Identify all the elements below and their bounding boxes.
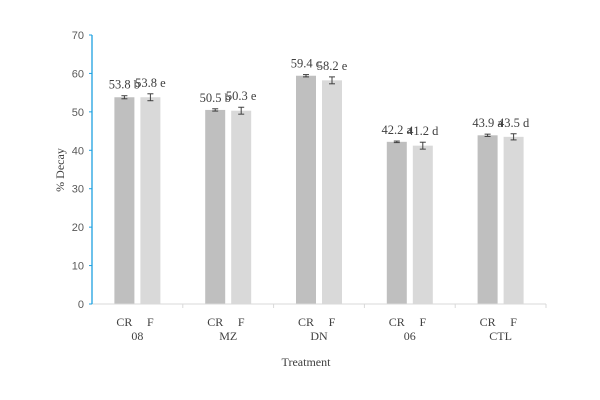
bars-layer: 53.8 b53.8 e 50.5 b50.3 e 59.4 c58.2 e 42.2… <box>109 57 530 305</box>
x-subcategory-label: F <box>147 315 154 329</box>
y-tick-label: 0 <box>78 299 84 311</box>
x-subcategory-label: F <box>238 315 245 329</box>
data-label: 43.5 d <box>498 116 530 130</box>
data-label: 59.4 c <box>291 57 322 71</box>
bar-f-ctl <box>503 136 524 304</box>
y-ticks: 0 10 20 30 40 50 60 70 <box>72 30 92 311</box>
data-label: 53.8 e <box>135 76 166 90</box>
x-axis-label: Treatment <box>282 355 332 369</box>
x-subcategory-label: CR <box>298 315 314 329</box>
y-tick-label: 40 <box>72 145 84 157</box>
x-subcategory-label: CR <box>116 315 132 329</box>
data-label: 50.5 b <box>200 91 231 105</box>
bar-cr-08 <box>114 97 135 304</box>
bar-cr-ctl <box>477 135 498 304</box>
data-label: 58.2 e <box>317 59 348 73</box>
x-category-label: 08 <box>131 329 143 343</box>
x-subcategory-label: F <box>510 315 517 329</box>
bar-f-dn <box>322 80 342 305</box>
x-category-label: CTL <box>489 329 512 343</box>
bar-cr-mz <box>205 109 226 304</box>
x-category-label: 06 <box>404 329 416 343</box>
data-label: 50.3 e <box>226 89 257 103</box>
bar-f-06 <box>412 145 433 304</box>
y-axis-label: % Decay <box>53 148 67 192</box>
y-tick-label: 30 <box>72 184 84 196</box>
x-subcategory-label: CR <box>389 315 405 329</box>
data-label: 53.8 b <box>109 78 140 92</box>
y-tick-label: 20 <box>72 222 84 234</box>
bar-cr-dn <box>296 75 316 304</box>
x-category-label: DN <box>310 329 328 343</box>
y-tick-label: 70 <box>72 30 84 42</box>
data-label: 41.2 d <box>407 124 439 138</box>
x-subcategory-label: F <box>329 315 336 329</box>
y-tick-label: 50 <box>72 107 84 119</box>
bar-f-mz <box>231 110 252 304</box>
data-label: 42.2 a <box>382 123 413 137</box>
bar-f-08 <box>140 97 161 304</box>
x-subcategory-label: F <box>419 315 426 329</box>
x-subcategory-label: CR <box>480 315 496 329</box>
x-category-label: MZ <box>219 329 237 343</box>
bar-cr-06 <box>386 141 407 304</box>
y-tick-label: 60 <box>72 68 84 80</box>
x-subcategory-label: CR <box>207 315 223 329</box>
y-tick-label: 10 <box>72 261 84 273</box>
data-label: 43.9 a <box>472 116 503 130</box>
